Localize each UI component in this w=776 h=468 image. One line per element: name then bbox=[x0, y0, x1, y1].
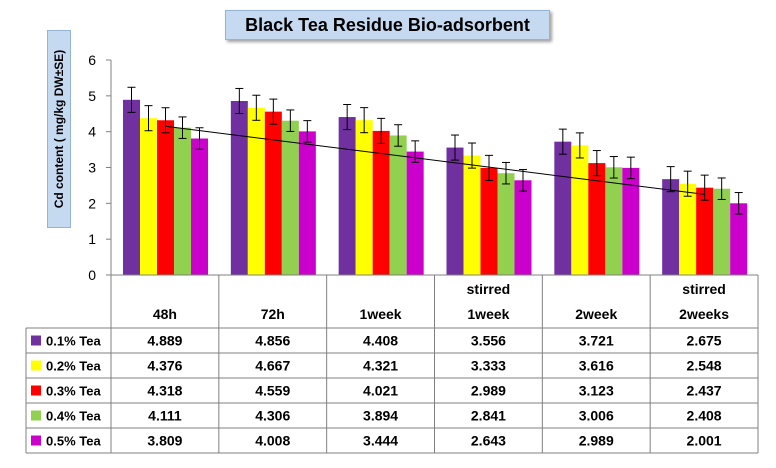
chart-title: Black Tea Residue Bio-adsorbent bbox=[245, 14, 530, 35]
data-value-label: 4.559 bbox=[255, 383, 290, 399]
category-label: 1week bbox=[360, 306, 402, 322]
category-label-top: stirred bbox=[682, 281, 726, 297]
data-value-label: 3.616 bbox=[579, 358, 614, 374]
category-label: 1week bbox=[467, 306, 509, 322]
data-value-label: 3.444 bbox=[363, 433, 398, 449]
legend-key bbox=[31, 385, 41, 396]
y-tick-label: 1 bbox=[88, 231, 96, 247]
data-value-label: 2.675 bbox=[687, 333, 722, 349]
y-axis-label-box: Cd content ( mg/kg DW±SE) bbox=[47, 30, 71, 228]
bar-0-5-tea bbox=[406, 151, 424, 275]
bar-0-2-tea bbox=[140, 118, 157, 276]
data-value-label: 3.123 bbox=[579, 383, 614, 399]
bar-0-5-tea bbox=[622, 167, 640, 275]
data-value-label: 2.643 bbox=[471, 433, 506, 449]
bar-0-2-tea bbox=[355, 120, 373, 275]
bar-0-4-tea bbox=[389, 135, 407, 275]
bar-0-1-tea bbox=[662, 179, 680, 275]
bar-0-4-tea bbox=[605, 167, 623, 275]
data-value-label: 3.809 bbox=[147, 433, 182, 449]
bar-0-3-tea bbox=[372, 130, 390, 275]
legend-key bbox=[31, 360, 41, 371]
data-value-label: 3.556 bbox=[471, 333, 506, 349]
legend-label: 0.2% Tea bbox=[46, 359, 101, 374]
bar-0-4-tea bbox=[174, 127, 191, 275]
data-value-label: 2.437 bbox=[687, 383, 722, 399]
bar-0-5-tea bbox=[730, 203, 748, 275]
bar-0-2-tea bbox=[679, 183, 697, 275]
y-tick-label: 6 bbox=[88, 52, 96, 68]
bar-0-1-tea bbox=[446, 147, 464, 275]
bar-0-2-tea bbox=[571, 145, 589, 275]
legend-key bbox=[31, 335, 41, 346]
bar-0-4-tea bbox=[713, 188, 731, 275]
bar-0-1-tea bbox=[554, 141, 572, 275]
data-value-label: 4.008 bbox=[255, 433, 290, 449]
bar-0-5-tea bbox=[298, 131, 316, 275]
category-label-top: stirred bbox=[467, 281, 511, 297]
data-value-label: 4.318 bbox=[147, 383, 182, 399]
y-tick-label: 5 bbox=[88, 88, 96, 104]
bar-0-3-tea bbox=[480, 167, 498, 275]
data-value-label: 3.006 bbox=[579, 408, 614, 424]
y-axis-label: Cd content ( mg/kg DW±SE) bbox=[52, 49, 66, 209]
legend-label: 0.1% Tea bbox=[46, 334, 101, 349]
data-value-label: 4.111 bbox=[148, 408, 182, 424]
linear-trendline bbox=[165, 125, 705, 195]
bar-0-2-tea bbox=[247, 107, 265, 275]
legend-key bbox=[31, 435, 41, 446]
y-tick-label: 0 bbox=[88, 267, 96, 283]
data-value-label: 3.894 bbox=[363, 408, 398, 424]
data-value-label: 4.021 bbox=[363, 383, 398, 399]
data-value-label: 2.841 bbox=[471, 408, 506, 424]
data-value-label: 4.306 bbox=[255, 408, 290, 424]
data-value-label: 4.667 bbox=[255, 358, 290, 374]
bar-0-1-tea bbox=[123, 99, 140, 275]
bar-0-5-tea bbox=[191, 138, 208, 275]
legend-label: 0.3% Tea bbox=[46, 384, 101, 399]
data-value-label: 2.989 bbox=[471, 383, 506, 399]
bar-0-1-tea bbox=[338, 117, 356, 276]
data-value-label: 2.408 bbox=[687, 408, 722, 424]
bar-0-3-tea bbox=[588, 163, 606, 275]
category-label: 2weeks bbox=[679, 306, 729, 322]
data-value-label: 3.721 bbox=[579, 333, 614, 349]
y-tick-label: 4 bbox=[88, 124, 96, 140]
category-label: 72h bbox=[261, 306, 285, 322]
data-value-label: 4.376 bbox=[147, 358, 182, 374]
legend-key bbox=[31, 410, 41, 421]
data-value-label: 4.856 bbox=[255, 333, 290, 349]
data-value-label: 2.548 bbox=[687, 358, 722, 374]
data-value-label: 4.321 bbox=[363, 358, 398, 374]
data-value-label: 3.333 bbox=[471, 358, 506, 374]
bar-0-1-tea bbox=[230, 100, 248, 275]
bar-0-3-tea bbox=[264, 111, 282, 275]
legend-label: 0.4% Tea bbox=[46, 409, 101, 424]
bar-0-5-tea bbox=[514, 180, 532, 275]
category-label: 2week bbox=[575, 306, 617, 322]
data-value-label: 2.989 bbox=[579, 433, 614, 449]
bar-0-4-tea bbox=[497, 173, 515, 275]
bar-0-2-tea bbox=[463, 155, 481, 275]
bar-0-3-tea bbox=[157, 120, 174, 275]
y-tick-label: 3 bbox=[88, 160, 96, 176]
legend-label: 0.5% Tea bbox=[46, 434, 101, 449]
bar-0-4-tea bbox=[281, 120, 299, 276]
bar-0-3-tea bbox=[696, 187, 714, 275]
data-value-label: 4.889 bbox=[147, 333, 182, 349]
category-label: 48h bbox=[153, 306, 177, 322]
chart-title-box: Black Tea Residue Bio-adsorbent bbox=[225, 10, 550, 40]
data-value-label: 2.001 bbox=[687, 433, 722, 449]
data-value-label: 4.408 bbox=[363, 333, 398, 349]
y-tick-label: 2 bbox=[88, 195, 96, 211]
